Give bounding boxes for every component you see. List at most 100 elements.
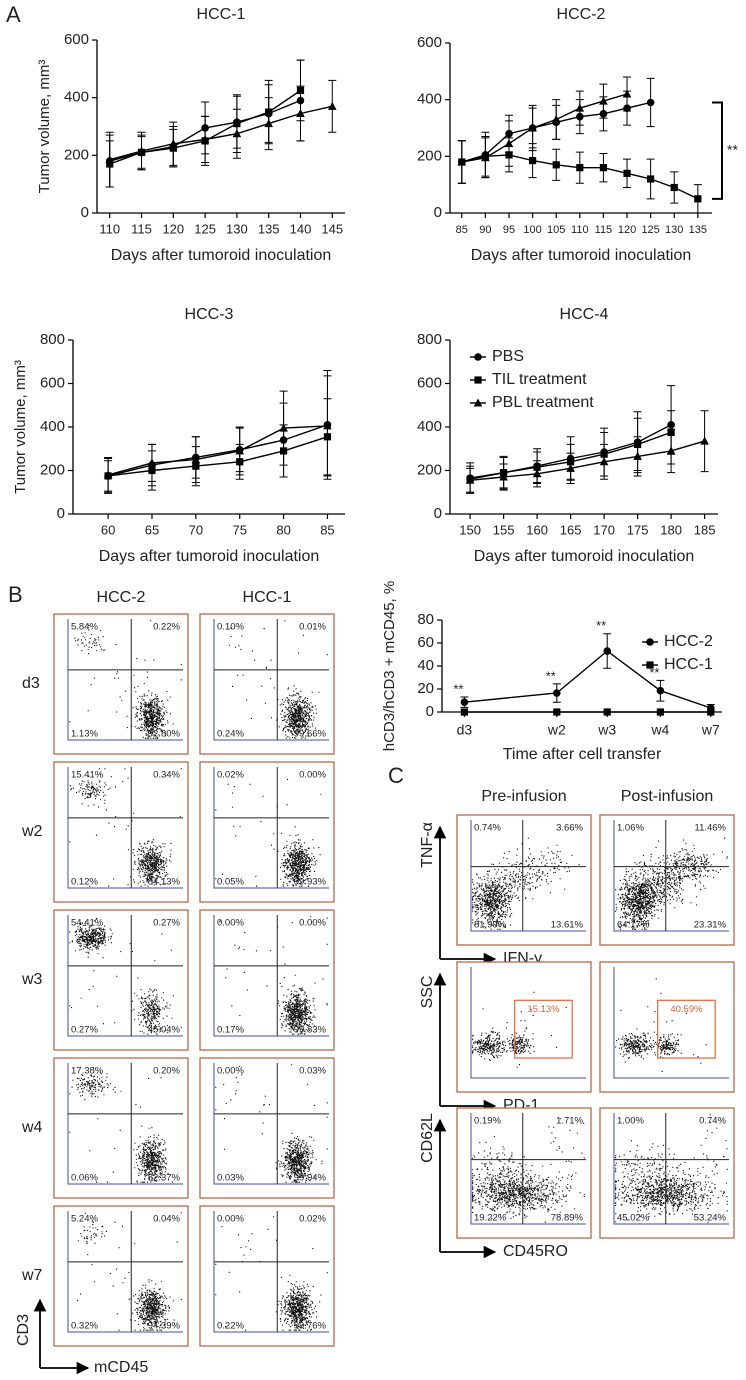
dot-cloud: [275, 1132, 323, 1183]
dot-cloud: [74, 624, 106, 655]
marker: [575, 103, 585, 112]
plot-axes: [470, 1113, 586, 1225]
annotation: **: [649, 665, 659, 680]
quadrant-label: 0.00%: [299, 770, 326, 781]
x-axis-label: Days after tumoroid inoculation: [471, 247, 692, 264]
marker: [481, 153, 490, 162]
y-tick-label: 20: [417, 680, 434, 697]
quadrant-label: 78.89%: [551, 1213, 584, 1224]
x-tick-label: d3: [457, 722, 473, 738]
dot-cloud: [615, 861, 670, 930]
marker: [465, 475, 475, 484]
x-tick-label: 130: [665, 224, 683, 236]
dot-cloud: [472, 1135, 544, 1199]
marker: [528, 123, 537, 132]
plot-frame: [199, 1205, 335, 1347]
quadrant-label: 0.05%: [217, 877, 244, 888]
quadrant-label: 0.27%: [71, 1025, 98, 1036]
plot-axes: [613, 820, 729, 932]
quadrant-label: 99.76%: [294, 1321, 327, 1332]
y-tick-label: 200: [417, 147, 442, 164]
quadrant-label: 0.27%: [153, 918, 180, 929]
dot-cloud: [129, 1279, 175, 1331]
quadrant-label: 13.61%: [551, 920, 584, 931]
y-axis-label: SSC: [419, 976, 436, 1009]
y-tick-label: 400: [417, 418, 442, 435]
y-tick-label: 0: [434, 204, 442, 221]
quadrant-label: 1.13%: [71, 729, 98, 740]
marker: [499, 472, 508, 481]
quadrant-label: 0.12%: [71, 877, 98, 888]
x-tick-label: 135: [258, 221, 280, 236]
quadrant-label: 0.74%: [699, 1116, 726, 1127]
y-axis-label: Tumor volume, mm³: [12, 360, 29, 494]
y-tick-label: 800: [40, 331, 65, 348]
annotation: **: [453, 681, 463, 696]
quadrant-lines: [68, 619, 183, 740]
dot-cloud: [277, 834, 321, 887]
marker: [599, 457, 609, 466]
plot-frame: [456, 1107, 592, 1239]
plot-axes: [67, 619, 183, 741]
dot-cloud: [504, 1032, 535, 1055]
y-tick-label: 80: [417, 611, 434, 628]
dot-cloud: [277, 982, 328, 1035]
series-line: [108, 436, 328, 477]
marker: [599, 164, 608, 172]
quadrant-label: 5.84%: [71, 622, 98, 633]
x-tick-label: 80: [276, 522, 290, 537]
series-line: [461, 93, 628, 163]
quadrant-lines: [214, 619, 329, 740]
marker: [623, 169, 631, 177]
y-tick-label: 200: [40, 461, 65, 478]
column-header: HCC-1: [243, 589, 292, 606]
y-axis-label: TNF-α: [419, 822, 436, 868]
plot-axes: [213, 915, 329, 1037]
dot-cloud: [653, 1033, 679, 1059]
legend-marker: [474, 376, 482, 384]
x-tick-label: 140: [290, 221, 312, 236]
quadrant-label: 0.00%: [299, 918, 326, 929]
marker: [147, 458, 157, 467]
x-tick-label: 170: [593, 522, 615, 537]
plot-frame: [53, 761, 189, 903]
significance-bracket: [712, 101, 723, 200]
chart-title: HCC-3: [185, 306, 234, 323]
marker: [656, 686, 665, 695]
y-axis-label: CD3: [15, 1314, 32, 1346]
plot-frame: [53, 909, 189, 1051]
marker: [232, 129, 242, 138]
x-tick-label: w2: [547, 722, 566, 738]
y-tick-label: 0: [81, 204, 89, 221]
x-axis-label: Days after tumoroid inoculation: [111, 247, 332, 264]
x-tick-label: 155: [493, 522, 515, 537]
dot-cloud: [126, 676, 174, 739]
panel-label: B: [8, 582, 23, 607]
dot-cloud: [69, 773, 116, 808]
quadrant-label: 0.19%: [474, 1116, 501, 1127]
marker: [457, 157, 467, 166]
series-line: [470, 440, 705, 481]
quadrant-lines: [614, 1113, 729, 1224]
quadrant-label: 99.66%: [294, 729, 327, 740]
x-tick-label: 160: [526, 522, 548, 537]
marker: [603, 647, 611, 655]
plot-axes: [67, 1063, 183, 1185]
quadrant-label: 15.41%: [71, 770, 104, 781]
x-tick-label: 90: [479, 224, 491, 236]
quadrant-label: 0.74%: [474, 823, 501, 834]
x-axis-label: mCD45: [94, 1359, 148, 1376]
x-axis-label: Days after tumoroid inoculation: [474, 548, 695, 565]
y-tick-label: 600: [64, 31, 89, 48]
dot-cloud: [615, 1167, 728, 1223]
quadrant-label: 94.39%: [148, 1321, 181, 1332]
plot-axes: [67, 915, 183, 1037]
x-tick-label: 120: [618, 224, 636, 236]
marker: [603, 708, 611, 716]
legend-label: TIL treatment: [492, 371, 587, 388]
dot-cloud: [133, 1127, 169, 1183]
marker: [633, 451, 642, 460]
legend-marker: [646, 638, 654, 646]
x-tick-label: w3: [597, 722, 616, 738]
marker: [622, 89, 632, 98]
